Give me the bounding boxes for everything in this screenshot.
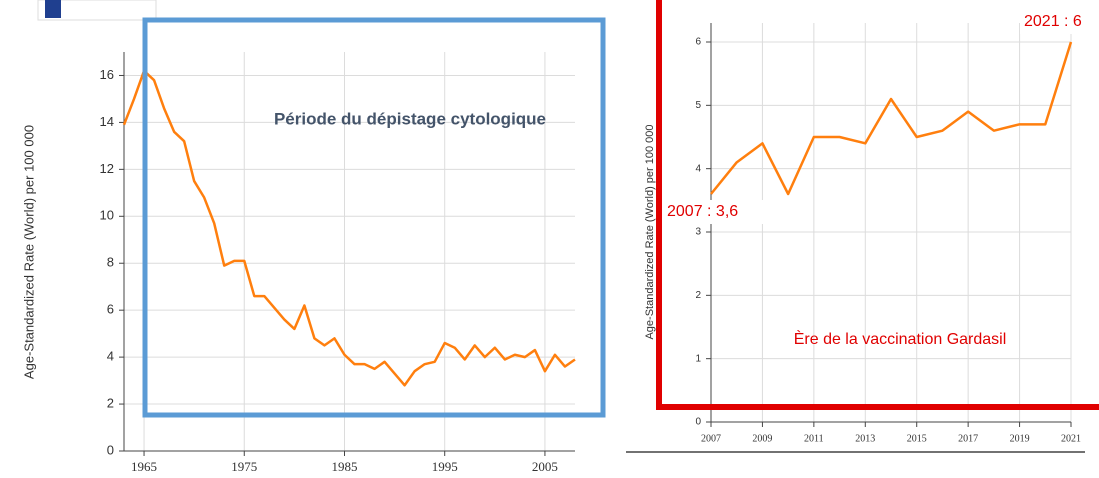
highlight-frame <box>142 17 606 418</box>
annotation: Période du dépistage cytologique <box>274 109 546 128</box>
x-tick-label: 1975 <box>231 459 257 474</box>
y-axis-label: Age-Standardized Rate (World) per 100 00… <box>644 124 656 339</box>
x-tick-label: 1995 <box>432 459 458 474</box>
annotation: Ère de la vaccination Gardasil <box>794 329 1007 348</box>
y-tick-label: 8 <box>107 255 114 270</box>
y-tick-label: 2 <box>107 395 114 410</box>
note-bg <box>1020 10 1099 34</box>
x-tick-label: 2017 <box>958 433 978 444</box>
y-tick-label: 1 <box>695 353 701 364</box>
y-tick-label: 2 <box>695 290 701 301</box>
x-tick-label: 1965 <box>131 459 157 474</box>
y-tick-label: 0 <box>695 417 701 428</box>
y-tick-label: 4 <box>107 349 114 364</box>
value-note: 2007 : 3,6 <box>667 203 738 220</box>
logo <box>45 0 61 18</box>
x-tick-label: 2013 <box>855 433 875 444</box>
x-tick-label: 2021 <box>1061 433 1081 444</box>
note-bg <box>663 200 763 224</box>
value-note: 2021 : 6 <box>1024 13 1082 30</box>
y-tick-label: 4 <box>695 163 701 174</box>
y-tick-label: 6 <box>107 302 114 317</box>
x-tick-label: 2015 <box>907 433 927 444</box>
x-tick-label: 2005 <box>532 459 558 474</box>
y-tick-label: 14 <box>100 114 114 129</box>
logo-frame <box>37 0 157 21</box>
line <box>122 69 576 387</box>
line <box>710 41 1073 196</box>
x-tick-label: 2009 <box>752 433 772 444</box>
x-tick-label: 1985 <box>331 459 357 474</box>
y-tick-label: 3 <box>695 227 701 238</box>
y-tick-label: 0 <box>107 442 114 457</box>
y-tick-label: 12 <box>100 161 114 176</box>
x-tick-label: 2007 <box>701 433 721 444</box>
y-tick-label: 5 <box>695 100 701 111</box>
y-tick-label: 16 <box>100 67 114 82</box>
y-tick-label: 10 <box>100 208 114 223</box>
x-tick-label: 2011 <box>804 433 824 444</box>
highlight-frame <box>656 0 1099 410</box>
y-tick-label: 6 <box>695 37 701 48</box>
x-tick-label: 2019 <box>1010 433 1030 444</box>
y-axis-label: Age-Standardized Rate (World) per 100 00… <box>21 125 36 379</box>
